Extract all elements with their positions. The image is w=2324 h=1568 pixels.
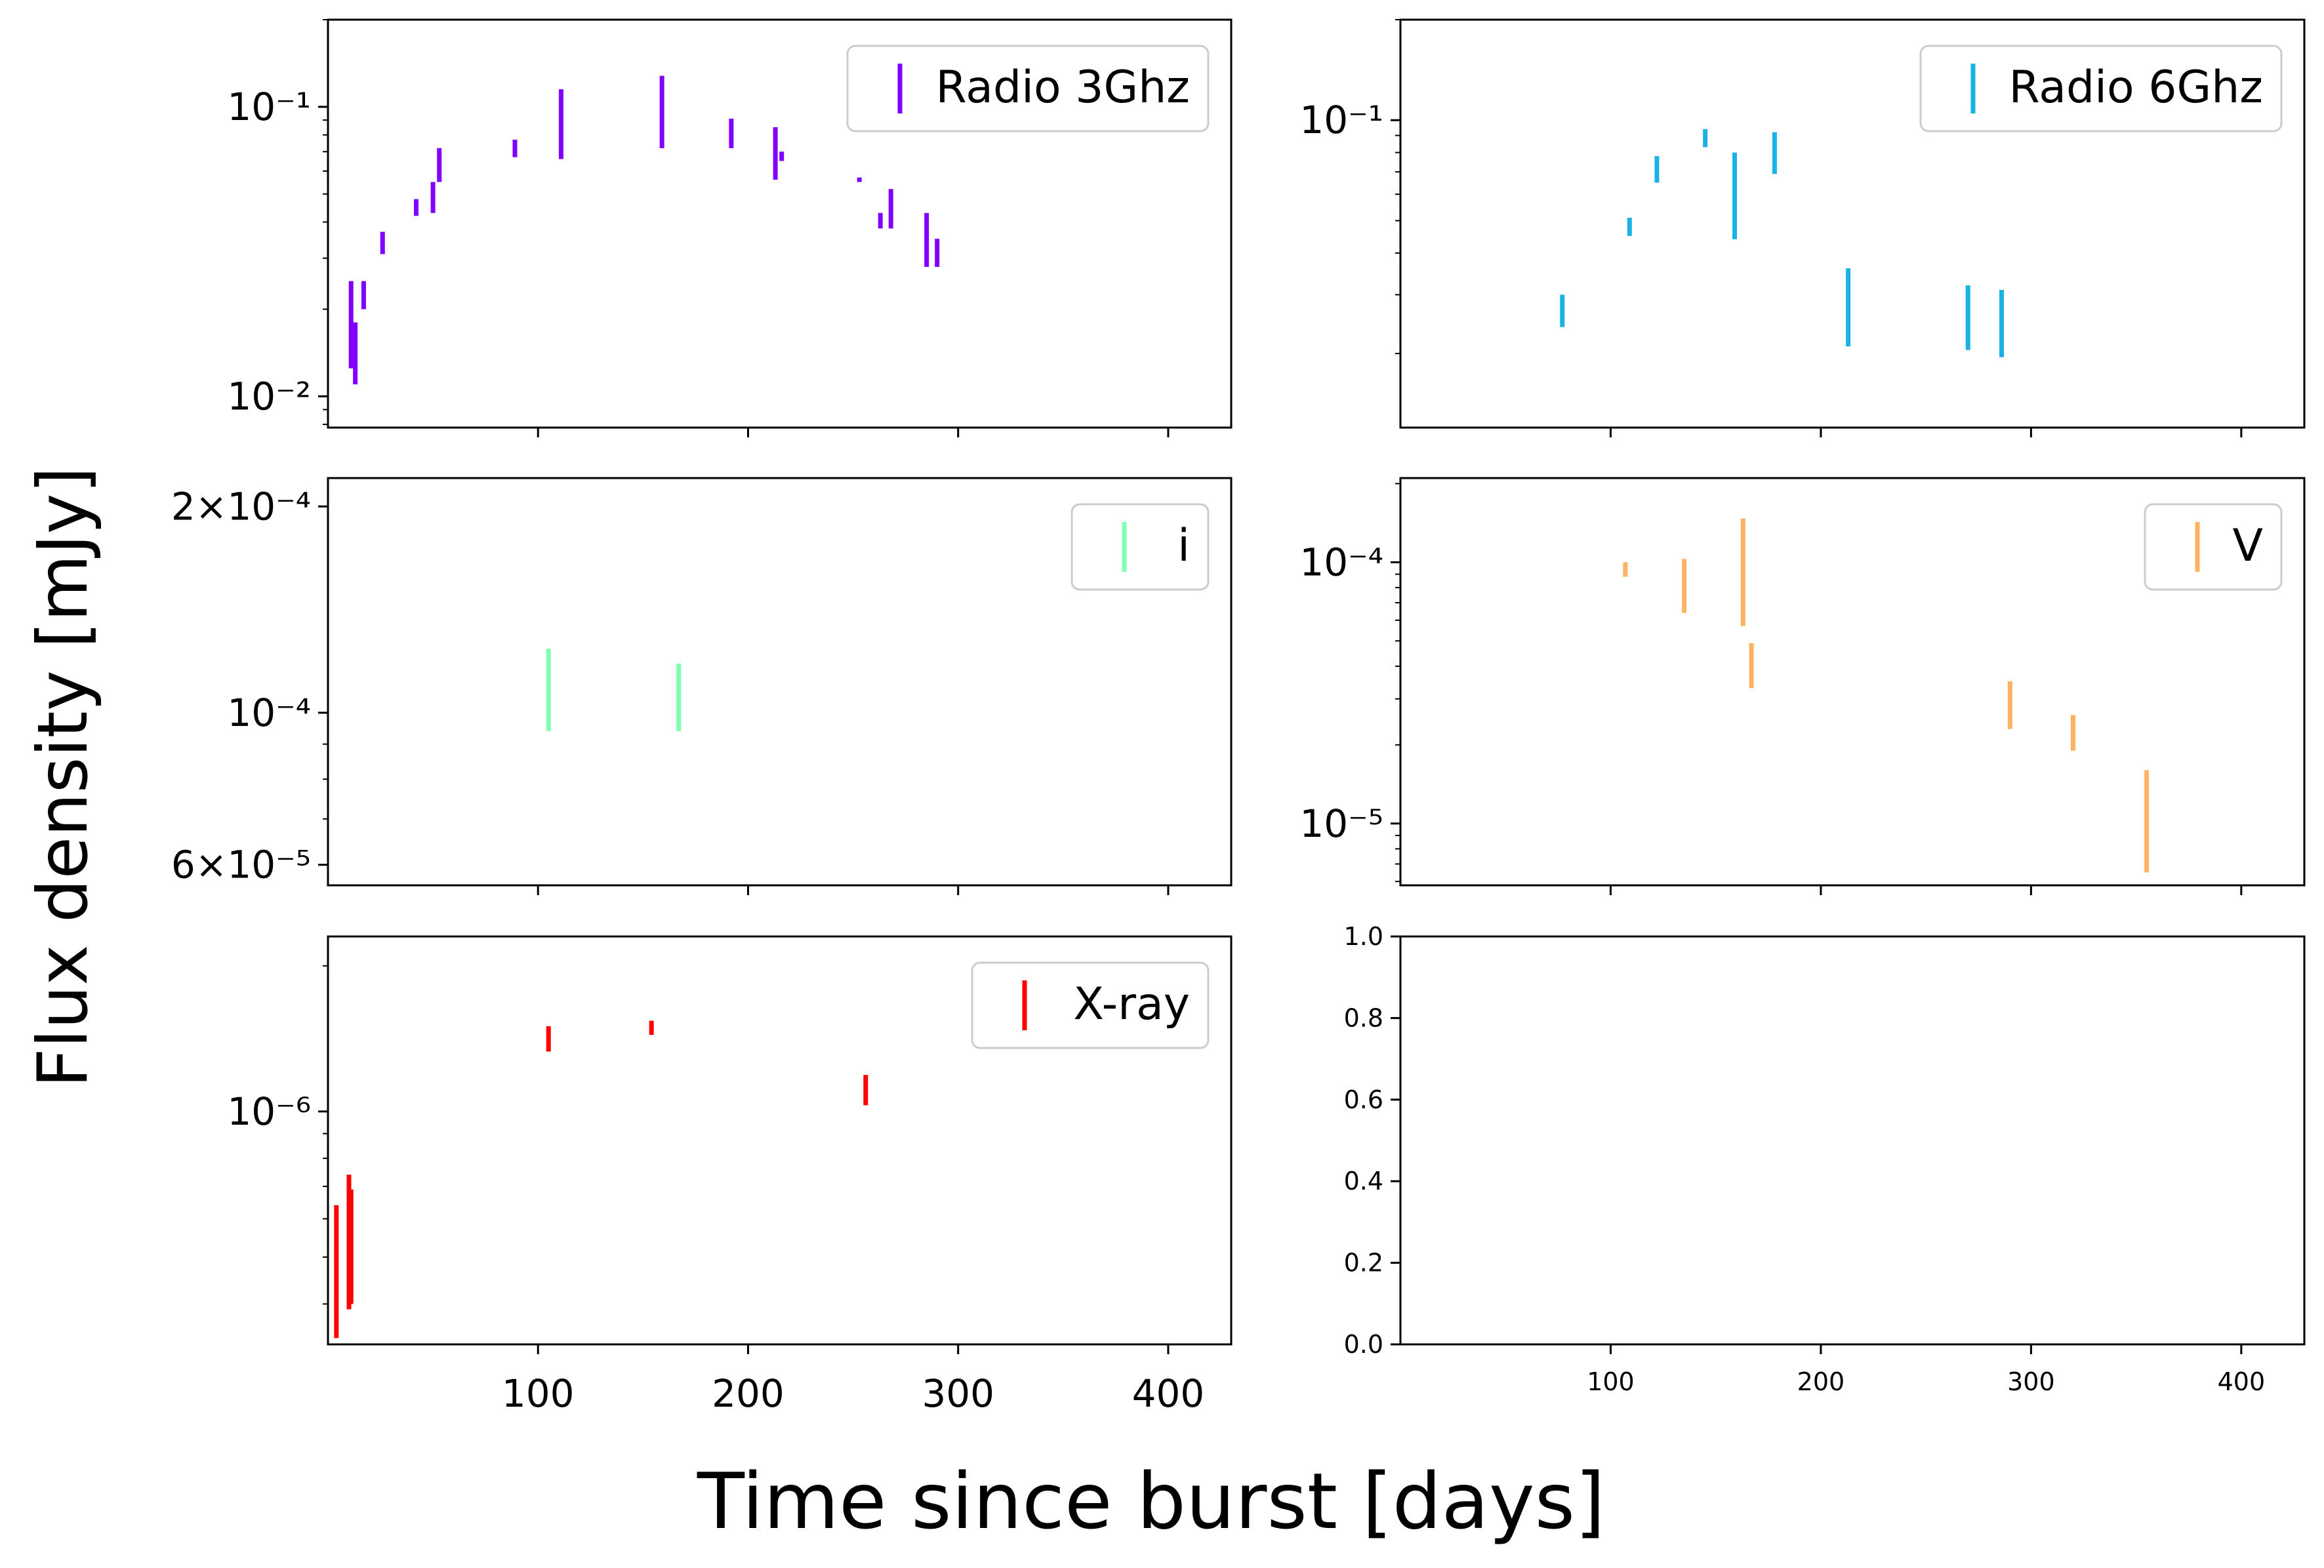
legend-box (2144, 503, 2283, 591)
y-tick-label: 10⁻⁶ (227, 1089, 311, 1134)
legend-label: V (2232, 520, 2263, 572)
y-tick-label: 10⁻⁴ (227, 691, 311, 735)
y-tick-label: 0.4 (1344, 1167, 1383, 1196)
legend-box (846, 45, 1210, 132)
legend-box (1919, 45, 2283, 132)
legend-label: X-ray (1073, 978, 1190, 1030)
legend: Radio 3Ghz (846, 45, 1210, 132)
x-tick-label: 100 (502, 1371, 575, 1416)
y-tick-label: 0.8 (1344, 1003, 1383, 1032)
panel-i-band: 6×10⁻⁵ 10⁻⁴ 2×10⁻⁴ i (171, 477, 1233, 895)
x-tick-label: 100 (1587, 1367, 1635, 1396)
panel-v-band: 10⁻⁵ 10⁻⁴ V (1299, 477, 2306, 895)
y-tick-label: 10⁻¹ (1299, 98, 1383, 142)
y-tick-label: 0.2 (1344, 1249, 1383, 1277)
axes-frame (327, 935, 1233, 1346)
legend: i (1070, 503, 1210, 591)
figure-ylabel: Flux density [mJy] (23, 466, 103, 1087)
y-tick-label: 10⁻⁵ (1299, 801, 1383, 846)
y-tick-label: 2×10⁻⁴ (171, 484, 311, 529)
axes-frame (327, 18, 1233, 429)
panel-radio-6ghz: 10⁻¹ Radio 6Ghz (1299, 18, 2306, 437)
y-tick-label: 1.0 (1344, 922, 1383, 951)
figure-xlabel: Time since burst [days] (697, 1456, 1605, 1546)
legend-label: Radio 3Ghz (936, 62, 1190, 113)
y-tick-label: 6×10⁻⁵ (171, 843, 311, 887)
y-tick-label: 10⁻¹ (227, 85, 311, 129)
legend-label: i (1177, 520, 1190, 572)
axes-frame (327, 477, 1233, 887)
x-tick-label: 300 (2007, 1367, 2055, 1396)
legend: Radio 6Ghz (1919, 45, 2283, 132)
legend-box (971, 961, 1210, 1049)
panel-empty: 0.0 0.2 0.4 0.6 0.8 1.0 100 200 300 400 (1344, 922, 2306, 1396)
x-tick-label: 400 (2218, 1367, 2266, 1396)
axes-frame (1399, 477, 2306, 887)
legend-box (1070, 503, 1210, 591)
panel-radio-3ghz: 10⁻² 10⁻¹ Radio 3Ghz (227, 18, 1233, 437)
y-tick-label: 10⁻⁴ (1299, 540, 1383, 584)
axes-frame (1399, 18, 2306, 429)
y-tick-label: 0.0 (1344, 1330, 1383, 1359)
x-tick-label: 400 (1132, 1371, 1205, 1416)
panel-x-ray: 10⁻⁶ 100 200 300 400 X-ray (227, 935, 1233, 1416)
x-tick-label: 300 (922, 1371, 994, 1416)
legend-label: Radio 6Ghz (2009, 62, 2263, 113)
x-tick-label: 200 (1797, 1367, 1845, 1396)
legend: V (2144, 503, 2283, 591)
x-tick-label: 200 (712, 1371, 785, 1416)
axes-frame (1399, 935, 2306, 1346)
y-tick-label: 0.6 (1344, 1085, 1383, 1114)
y-tick-label: 10⁻² (227, 374, 311, 418)
legend: X-ray (971, 961, 1210, 1049)
